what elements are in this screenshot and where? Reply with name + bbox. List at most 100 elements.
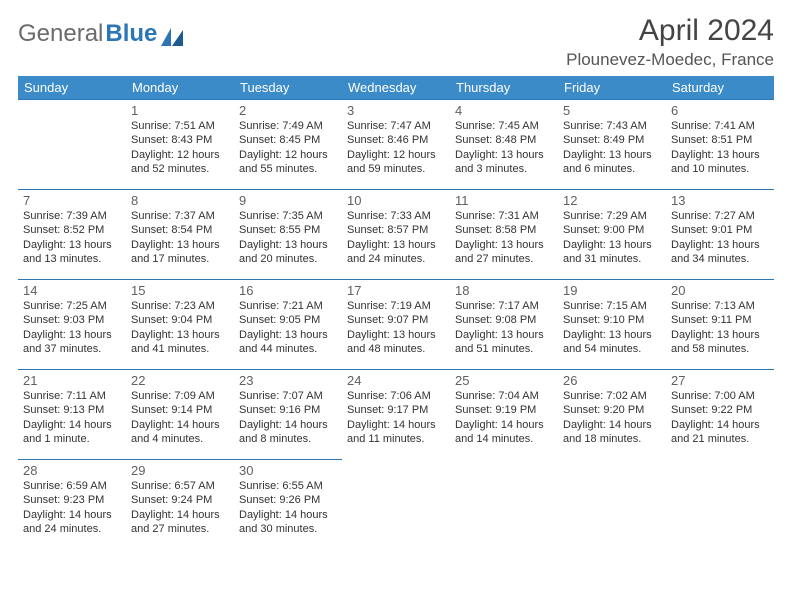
calendar-table: SundayMondayTuesdayWednesdayThursdayFrid… <box>18 76 774 550</box>
sun-info: Sunrise: 7:09 AMSunset: 9:14 PMDaylight:… <box>131 389 229 446</box>
calendar-cell: 2Sunrise: 7:49 AMSunset: 8:45 PMDaylight… <box>234 100 342 190</box>
day-number: 4 <box>455 103 553 118</box>
sunset-line: Sunset: 9:05 PM <box>239 313 337 327</box>
day-header: Thursday <box>450 76 558 100</box>
sun-info: Sunrise: 7:37 AMSunset: 8:54 PMDaylight:… <box>131 209 229 266</box>
sunrise-line: Sunrise: 7:49 AM <box>239 119 337 133</box>
sun-info: Sunrise: 7:49 AMSunset: 8:45 PMDaylight:… <box>239 119 337 176</box>
day-number: 9 <box>239 193 337 208</box>
daylight-line: Daylight: 13 hours and 13 minutes. <box>23 238 121 267</box>
daylight-line: Daylight: 12 hours and 59 minutes. <box>347 148 445 177</box>
sunrise-line: Sunrise: 7:23 AM <box>131 299 229 313</box>
day-number: 3 <box>347 103 445 118</box>
calendar-cell: 3Sunrise: 7:47 AMSunset: 8:46 PMDaylight… <box>342 100 450 190</box>
day-header: Friday <box>558 76 666 100</box>
daylight-line: Daylight: 13 hours and 24 minutes. <box>347 238 445 267</box>
day-number: 13 <box>671 193 769 208</box>
day-number: 26 <box>563 373 661 388</box>
sunrise-line: Sunrise: 7:19 AM <box>347 299 445 313</box>
daylight-line: Daylight: 14 hours and 30 minutes. <box>239 508 337 537</box>
sunset-line: Sunset: 8:57 PM <box>347 223 445 237</box>
sun-info: Sunrise: 7:06 AMSunset: 9:17 PMDaylight:… <box>347 389 445 446</box>
calendar-cell: 9Sunrise: 7:35 AMSunset: 8:55 PMDaylight… <box>234 190 342 280</box>
calendar-cell: 28Sunrise: 6:59 AMSunset: 9:23 PMDayligh… <box>18 460 126 550</box>
calendar-week-row: 21Sunrise: 7:11 AMSunset: 9:13 PMDayligh… <box>18 370 774 460</box>
calendar-body: 1Sunrise: 7:51 AMSunset: 8:43 PMDaylight… <box>18 100 774 550</box>
sunrise-line: Sunrise: 7:15 AM <box>563 299 661 313</box>
sun-info: Sunrise: 6:59 AMSunset: 9:23 PMDaylight:… <box>23 479 121 536</box>
daylight-line: Daylight: 14 hours and 21 minutes. <box>671 418 769 447</box>
daylight-line: Daylight: 14 hours and 18 minutes. <box>563 418 661 447</box>
daylight-line: Daylight: 13 hours and 17 minutes. <box>131 238 229 267</box>
calendar-cell <box>558 460 666 550</box>
sunset-line: Sunset: 9:00 PM <box>563 223 661 237</box>
day-number: 11 <box>455 193 553 208</box>
calendar-week-row: 28Sunrise: 6:59 AMSunset: 9:23 PMDayligh… <box>18 460 774 550</box>
sunset-line: Sunset: 8:48 PM <box>455 133 553 147</box>
sunrise-line: Sunrise: 7:21 AM <box>239 299 337 313</box>
calendar-cell <box>18 100 126 190</box>
sunset-line: Sunset: 8:46 PM <box>347 133 445 147</box>
calendar-cell: 13Sunrise: 7:27 AMSunset: 9:01 PMDayligh… <box>666 190 774 280</box>
sunrise-line: Sunrise: 7:02 AM <box>563 389 661 403</box>
day-number: 5 <box>563 103 661 118</box>
brand-part1: General <box>18 20 103 48</box>
sunset-line: Sunset: 9:24 PM <box>131 493 229 507</box>
day-number: 2 <box>239 103 337 118</box>
calendar-cell <box>666 460 774 550</box>
sunrise-line: Sunrise: 7:04 AM <box>455 389 553 403</box>
sunset-line: Sunset: 9:26 PM <box>239 493 337 507</box>
sun-info: Sunrise: 7:15 AMSunset: 9:10 PMDaylight:… <box>563 299 661 356</box>
day-number: 18 <box>455 283 553 298</box>
daylight-line: Daylight: 13 hours and 6 minutes. <box>563 148 661 177</box>
sunrise-line: Sunrise: 7:37 AM <box>131 209 229 223</box>
sun-info: Sunrise: 6:57 AMSunset: 9:24 PMDaylight:… <box>131 479 229 536</box>
sun-info: Sunrise: 7:31 AMSunset: 8:58 PMDaylight:… <box>455 209 553 266</box>
calendar-cell: 26Sunrise: 7:02 AMSunset: 9:20 PMDayligh… <box>558 370 666 460</box>
brand-part2: Blue <box>105 20 157 48</box>
calendar-header-row: SundayMondayTuesdayWednesdayThursdayFrid… <box>18 76 774 100</box>
logo-mark-icon <box>161 25 183 43</box>
calendar-cell: 15Sunrise: 7:23 AMSunset: 9:04 PMDayligh… <box>126 280 234 370</box>
sun-info: Sunrise: 7:23 AMSunset: 9:04 PMDaylight:… <box>131 299 229 356</box>
daylight-line: Daylight: 13 hours and 48 minutes. <box>347 328 445 357</box>
calendar-cell <box>450 460 558 550</box>
sunset-line: Sunset: 8:43 PM <box>131 133 229 147</box>
day-number: 7 <box>23 193 121 208</box>
sunset-line: Sunset: 9:04 PM <box>131 313 229 327</box>
day-number: 29 <box>131 463 229 478</box>
calendar-cell: 6Sunrise: 7:41 AMSunset: 8:51 PMDaylight… <box>666 100 774 190</box>
day-header: Wednesday <box>342 76 450 100</box>
daylight-line: Daylight: 14 hours and 8 minutes. <box>239 418 337 447</box>
sunrise-line: Sunrise: 7:13 AM <box>671 299 769 313</box>
header: GeneralBlue April 2024 Plounevez-Moedec,… <box>18 14 774 70</box>
sun-info: Sunrise: 7:04 AMSunset: 9:19 PMDaylight:… <box>455 389 553 446</box>
sunrise-line: Sunrise: 7:47 AM <box>347 119 445 133</box>
day-number: 24 <box>347 373 445 388</box>
sun-info: Sunrise: 7:25 AMSunset: 9:03 PMDaylight:… <box>23 299 121 356</box>
sunset-line: Sunset: 9:20 PM <box>563 403 661 417</box>
sun-info: Sunrise: 7:11 AMSunset: 9:13 PMDaylight:… <box>23 389 121 446</box>
sunset-line: Sunset: 9:23 PM <box>23 493 121 507</box>
sunset-line: Sunset: 9:22 PM <box>671 403 769 417</box>
sun-info: Sunrise: 7:41 AMSunset: 8:51 PMDaylight:… <box>671 119 769 176</box>
calendar-cell: 4Sunrise: 7:45 AMSunset: 8:48 PMDaylight… <box>450 100 558 190</box>
sun-info: Sunrise: 7:13 AMSunset: 9:11 PMDaylight:… <box>671 299 769 356</box>
calendar-cell: 5Sunrise: 7:43 AMSunset: 8:49 PMDaylight… <box>558 100 666 190</box>
calendar-cell: 17Sunrise: 7:19 AMSunset: 9:07 PMDayligh… <box>342 280 450 370</box>
sunset-line: Sunset: 9:11 PM <box>671 313 769 327</box>
calendar-cell: 21Sunrise: 7:11 AMSunset: 9:13 PMDayligh… <box>18 370 126 460</box>
calendar-cell: 11Sunrise: 7:31 AMSunset: 8:58 PMDayligh… <box>450 190 558 280</box>
calendar-cell: 30Sunrise: 6:55 AMSunset: 9:26 PMDayligh… <box>234 460 342 550</box>
day-number: 25 <box>455 373 553 388</box>
sun-info: Sunrise: 7:29 AMSunset: 9:00 PMDaylight:… <box>563 209 661 266</box>
sun-info: Sunrise: 7:19 AMSunset: 9:07 PMDaylight:… <box>347 299 445 356</box>
sunset-line: Sunset: 9:10 PM <box>563 313 661 327</box>
sunset-line: Sunset: 9:08 PM <box>455 313 553 327</box>
sunset-line: Sunset: 9:19 PM <box>455 403 553 417</box>
calendar-cell: 22Sunrise: 7:09 AMSunset: 9:14 PMDayligh… <box>126 370 234 460</box>
brand-logo: GeneralBlue <box>18 14 183 48</box>
sunrise-line: Sunrise: 7:43 AM <box>563 119 661 133</box>
sun-info: Sunrise: 7:35 AMSunset: 8:55 PMDaylight:… <box>239 209 337 266</box>
calendar-cell: 23Sunrise: 7:07 AMSunset: 9:16 PMDayligh… <box>234 370 342 460</box>
